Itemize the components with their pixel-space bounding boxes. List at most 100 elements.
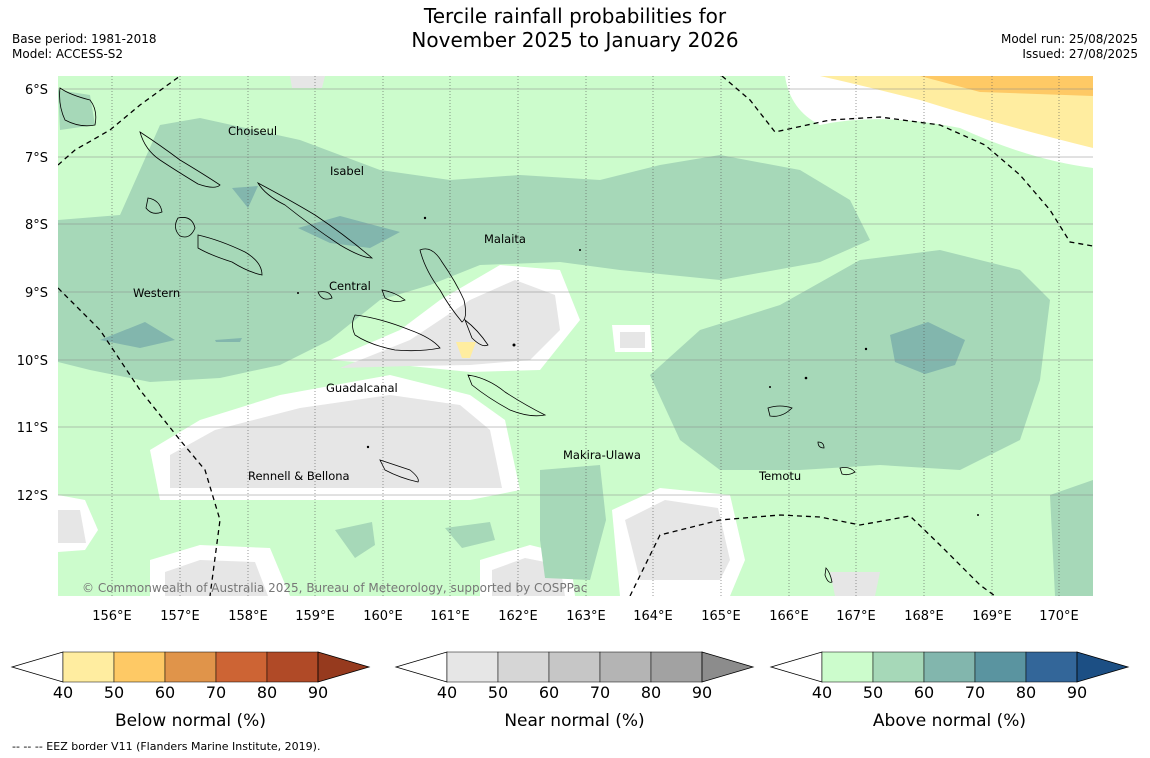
lat-label: 10°S xyxy=(17,354,48,369)
place-label-malaita: Malaita xyxy=(484,232,526,246)
bougainville-island xyxy=(59,87,97,127)
colorbar-upper-extension xyxy=(701,651,755,683)
longitude-axis: 156°E 157°E 158°E 159°E 160°E 161°E 162°… xyxy=(92,609,1079,624)
colorbar-swatch xyxy=(164,651,217,683)
lat-label: 7°S xyxy=(25,151,48,166)
colorbar-tick-label: 70 xyxy=(965,683,985,702)
vanikoro-island xyxy=(839,467,856,476)
lon-label: 163°E xyxy=(566,609,606,624)
colorbar-swatch xyxy=(821,651,874,683)
near-normal-40-south-east-2 xyxy=(830,572,880,596)
colorbar-tick-label: 40 xyxy=(812,683,832,702)
lon-label: 157°E xyxy=(160,609,200,624)
colorbar-swatch xyxy=(446,651,499,683)
place-label-temotu: Temotu xyxy=(758,469,801,483)
lon-label: 162°E xyxy=(498,609,538,624)
place-label-central: Central xyxy=(329,279,371,293)
near-normal-40-south xyxy=(170,395,502,488)
colorbar-upper-extension xyxy=(1076,651,1130,683)
vella-lavella-island xyxy=(145,197,163,214)
colorbar-swatch xyxy=(266,651,319,683)
colorbar-title: Near normal (%) xyxy=(504,711,644,731)
colorbar-swatch xyxy=(497,651,550,683)
title-line-1: Tercile rainfall probabilities for xyxy=(423,4,727,28)
colorbar-tick-label: 50 xyxy=(863,683,883,702)
near-normal-colorbar: 40 50 60 70 80 90 Near normal (%) xyxy=(394,651,755,731)
place-label-guadalcanal: Guadalcanal xyxy=(326,381,398,395)
colorbar-swatch xyxy=(650,651,703,683)
place-label-makira-ulawa: Makira-Ulawa xyxy=(563,448,641,462)
colorbar-swatch xyxy=(548,651,601,683)
below-normal-40-region xyxy=(785,76,1093,148)
island-outlines xyxy=(59,87,856,583)
lat-label: 8°S xyxy=(25,218,48,233)
colorbar-swatch xyxy=(974,651,1027,683)
above-normal-50-east-edge xyxy=(1050,480,1093,596)
map-fields xyxy=(58,76,1093,596)
colorbar-tick-label: 50 xyxy=(104,683,124,702)
colorbar-tick-label: 80 xyxy=(257,683,277,702)
issued-text: Issued: 27/08/2025 xyxy=(1022,47,1138,61)
lon-label: 166°E xyxy=(769,609,809,624)
colorbar-tick-label: 80 xyxy=(641,683,661,702)
colorbar-lower-extension xyxy=(769,651,823,683)
above-normal-50-south xyxy=(540,465,606,580)
colorbar-tick-label: 70 xyxy=(590,683,610,702)
colorbar-swatch xyxy=(923,651,976,683)
model-text: Model: ACCESS-S2 xyxy=(12,47,124,61)
base-period-text: Base period: 1981-2018 xyxy=(12,32,157,46)
place-labels: Choiseul Isabel Malaita Western Central … xyxy=(133,124,801,483)
makira-island xyxy=(467,374,547,417)
below-normal-colorbar: 40 50 60 70 80 90 Below normal (%) xyxy=(10,651,371,731)
lon-label: 164°E xyxy=(633,609,673,624)
near-normal-40-north xyxy=(290,76,325,88)
colorbar-title: Above normal (%) xyxy=(873,711,1026,731)
latitude-gridlines xyxy=(58,88,1093,496)
near-normal-40-small xyxy=(620,332,645,348)
rennell-island xyxy=(379,459,419,483)
above-normal-60-small xyxy=(232,186,258,208)
place-label-rennell-bellona: Rennell & Bellona xyxy=(248,469,350,483)
place-label-choiseul: Choiseul xyxy=(228,124,277,138)
colorbar-tick-label: 90 xyxy=(308,683,328,702)
lon-label: 168°E xyxy=(904,609,944,624)
colorbar-tick-label: 60 xyxy=(914,683,934,702)
below-normal-50-region xyxy=(920,76,1093,96)
lon-label: 160°E xyxy=(363,609,403,624)
colorbar-tick-label: 90 xyxy=(1067,683,1087,702)
lon-label: 170°E xyxy=(1039,609,1079,624)
copyright-text: © Commonwealth of Australia 2025, Bureau… xyxy=(82,581,587,595)
lon-label: 169°E xyxy=(972,609,1012,624)
colorbar-tick-label: 80 xyxy=(1016,683,1036,702)
colorbar-swatch xyxy=(215,651,268,683)
choiseul-island xyxy=(139,131,221,188)
eez-legend-text: -- -- -- EEZ border V11 (Flanders Marine… xyxy=(12,740,321,753)
below-normal-40-small xyxy=(456,342,476,358)
southern-islet xyxy=(824,567,833,583)
eez-border xyxy=(58,76,1093,596)
lat-label: 9°S xyxy=(25,286,48,301)
colorbar-swatch xyxy=(1025,651,1078,683)
map-title: Tercile rainfall probabilities for Novem… xyxy=(0,4,1150,52)
lat-label: 6°S xyxy=(25,83,48,98)
above-normal-50-north-west xyxy=(58,90,95,130)
colorbar-tick-label: 60 xyxy=(155,683,175,702)
near-normal-40-south-west xyxy=(165,560,268,596)
utupua-island xyxy=(817,441,825,449)
near-normal-40-central xyxy=(340,280,560,368)
santa-cruz-island xyxy=(767,405,793,417)
colorbar-tick-label: 40 xyxy=(53,683,73,702)
colorbar-tick-label: 50 xyxy=(488,683,508,702)
above-normal-60-west xyxy=(100,322,175,348)
colorbar-upper-extension xyxy=(317,651,371,683)
colorbar-lower-extension xyxy=(10,651,64,683)
islet-dots xyxy=(297,216,979,516)
model-run-text: Model run: 25/08/2025 xyxy=(1000,32,1138,46)
kolombangara-island xyxy=(175,217,196,238)
meta-left: Base period: 1981-2018 Model: ACCESS-S2 xyxy=(12,32,157,62)
malaita-island xyxy=(419,248,466,323)
lat-label: 12°S xyxy=(17,489,48,504)
colorbar-tick-label: 60 xyxy=(539,683,559,702)
isabel-island xyxy=(256,181,374,259)
